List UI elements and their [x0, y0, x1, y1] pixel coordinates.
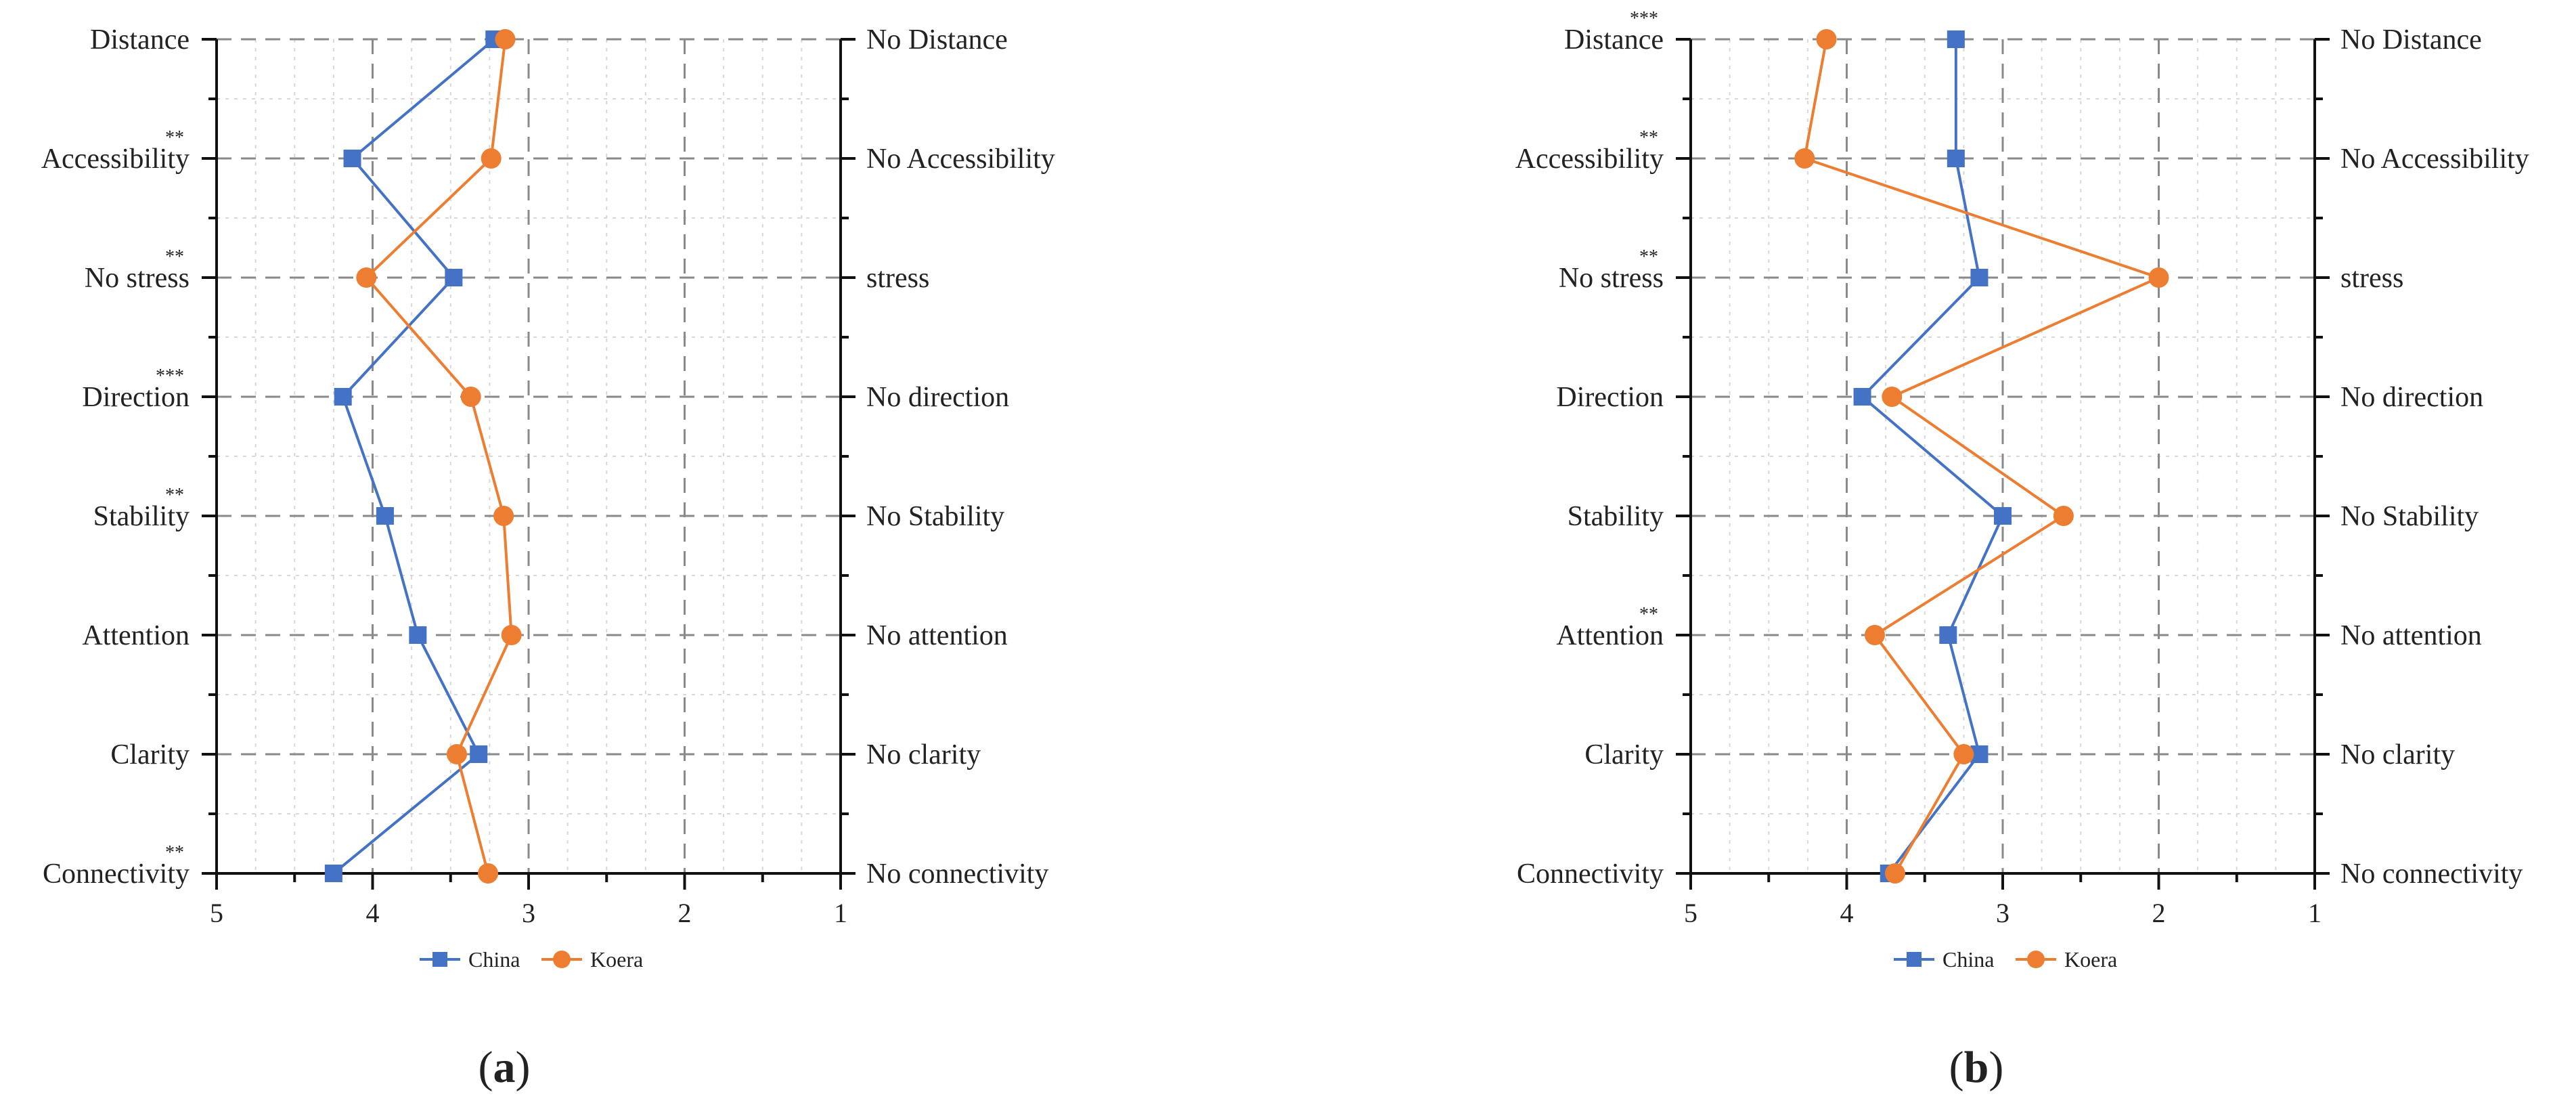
- category-label: Accessibility: [41, 144, 190, 175]
- significance-marker: **: [165, 246, 184, 267]
- category-label: Connectivity: [1517, 858, 1664, 890]
- category-label: No stress: [85, 263, 190, 294]
- category-label: Stability: [1568, 501, 1664, 532]
- category-label: No stress: [1559, 263, 1664, 294]
- data-point-koera: [2053, 506, 2074, 526]
- right-category-label: No attention: [866, 620, 1008, 651]
- data-point-china: [376, 507, 394, 525]
- data-point-china: [1939, 626, 1957, 644]
- data-point-koera: [1953, 744, 1974, 764]
- category-label: Stability: [93, 501, 190, 532]
- category-label: Direction: [1556, 382, 1664, 413]
- right-category-label: No direction: [866, 382, 1009, 413]
- data-point-koera: [446, 744, 467, 764]
- right-category-label: No Accessibility: [2340, 144, 2529, 175]
- category-label: Connectivity: [43, 858, 190, 890]
- data-point-china: [1970, 269, 1989, 286]
- data-point-china: [1947, 150, 1965, 167]
- significance-marker: ***: [156, 366, 184, 387]
- category-label: Distance: [90, 24, 190, 56]
- x-tick-label: 3: [522, 898, 535, 928]
- data-point-china: [334, 388, 352, 406]
- data-point-china: [409, 626, 427, 644]
- category-label: Attention: [82, 620, 190, 651]
- right-category-label: No connectivity: [2340, 858, 2523, 890]
- panel-label: (b): [1949, 1043, 2004, 1092]
- data-point-koera: [1882, 387, 1903, 407]
- right-category-label: No attention: [2340, 620, 2482, 651]
- right-category-label: No Stability: [2340, 501, 2479, 532]
- right-category-label: No clarity: [866, 739, 981, 770]
- data-point-koera: [1794, 148, 1815, 169]
- x-tick-label: 5: [210, 898, 223, 928]
- category-label: Direction: [82, 382, 190, 413]
- series-line-koera: [1802, 39, 2162, 874]
- data-point-koera: [2148, 267, 2169, 288]
- legend-label-koera: Koera: [590, 947, 643, 972]
- data-point-china: [324, 865, 342, 882]
- right-category-label: stress: [866, 263, 929, 294]
- data-point-koera: [493, 506, 514, 526]
- data-point-china: [1853, 388, 1871, 406]
- data-point-china: [1994, 507, 2012, 525]
- legend-label-koera: Koera: [2064, 947, 2117, 972]
- data-point-koera: [1884, 863, 1905, 884]
- legend-marker-china: [1907, 952, 1922, 967]
- x-tick-label: 5: [1684, 898, 1697, 928]
- significance-marker: **: [1639, 604, 1658, 625]
- x-tick-label: 1: [834, 898, 847, 928]
- legend-label-china: China: [1942, 947, 1994, 972]
- series-line-china: [1860, 39, 2005, 875]
- category-label: Distance: [1564, 24, 1664, 56]
- data-point-koera: [460, 387, 481, 407]
- panel-label: (a): [479, 1043, 531, 1092]
- right-category-label: No Distance: [866, 24, 1008, 56]
- x-tick-label: 2: [678, 898, 692, 928]
- right-category-label: No Stability: [866, 501, 1004, 532]
- data-point-koera: [1816, 29, 1837, 49]
- series-line-china: [332, 38, 495, 875]
- x-tick-label: 1: [2308, 898, 2322, 928]
- x-tick-label: 4: [1840, 898, 1854, 928]
- significance-marker: **: [1639, 127, 1658, 148]
- category-label: Clarity: [1584, 739, 1664, 770]
- legend: China Koera: [1894, 947, 2117, 972]
- right-category-label: No Distance: [2340, 24, 2482, 56]
- significance-marker: **: [165, 485, 184, 506]
- data-point-china: [470, 745, 488, 763]
- right-category-label: stress: [2340, 263, 2403, 294]
- data-point-koera: [356, 267, 377, 288]
- legend: China Koera: [420, 947, 643, 972]
- data-point-koera: [481, 148, 502, 169]
- right-category-label: No Accessibility: [866, 144, 1055, 175]
- legend-label-china: China: [468, 947, 520, 972]
- x-tick-label: 4: [366, 898, 380, 928]
- data-point-koera: [495, 29, 516, 49]
- legend-marker-koera: [2027, 951, 2045, 968]
- significance-marker: **: [165, 842, 184, 863]
- category-label: Attention: [1556, 620, 1664, 651]
- legend-marker-koera: [553, 951, 571, 968]
- significance-marker: ***: [1630, 8, 1658, 29]
- significance-marker: **: [165, 127, 184, 148]
- data-point-china: [1947, 30, 1965, 48]
- significance-marker: **: [1639, 246, 1658, 267]
- x-tick-label: 3: [1996, 898, 2009, 928]
- series-line-koera: [364, 39, 513, 874]
- category-label: Clarity: [110, 739, 190, 770]
- legend-marker-china: [432, 952, 447, 967]
- right-category-label: No direction: [2340, 382, 2483, 413]
- data-point-koera: [478, 863, 499, 884]
- data-point-china: [445, 269, 463, 286]
- data-point-china: [343, 150, 361, 167]
- right-category-label: No connectivity: [866, 858, 1048, 890]
- right-category-label: No clarity: [2340, 739, 2455, 770]
- category-label: Accessibility: [1515, 144, 1664, 175]
- data-point-koera: [501, 625, 522, 645]
- x-tick-label: 2: [2152, 898, 2166, 928]
- data-point-koera: [1864, 625, 1885, 645]
